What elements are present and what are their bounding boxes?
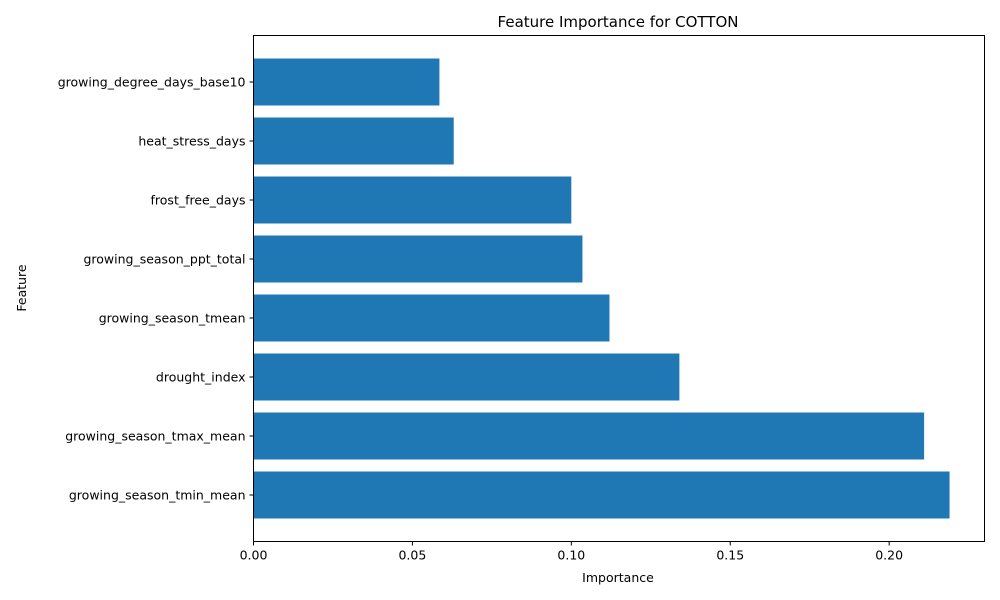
y-tick-label-growing-season-tmean: growing_season_tmean	[99, 311, 246, 326]
y-tick-label-growing-degree-days-base10: growing_degree_days_base10	[58, 75, 246, 90]
y-tick-label-growing-season-tmin-mean: growing_season_tmin_mean	[69, 488, 246, 503]
bars-group	[253, 58, 950, 519]
bar-frost-free-days	[253, 176, 572, 224]
bar-growing-season-ppt-total	[253, 235, 583, 283]
x-tick-label-3: 0.15	[716, 548, 744, 563]
y-tick-label-drought-index: drought_index	[156, 370, 246, 385]
y-tick-label-growing-season-ppt-total: growing_season_ppt_total	[83, 252, 245, 267]
chart-title: Feature Importance for COTTON	[498, 13, 739, 31]
y-tick-label-heat-stress-days: heat_stress_days	[138, 134, 245, 149]
x-axis-label: Importance	[582, 570, 654, 585]
y-tick-label-frost-free-days: frost_free_days	[151, 193, 246, 208]
bar-growing-season-tmin-mean	[253, 471, 950, 519]
y-axis-label: Feature	[14, 264, 29, 312]
x-tick-label-1: 0.05	[398, 548, 426, 563]
x-axis-ticks: 0.00 0.05 0.10 0.15 0.20	[240, 541, 903, 563]
x-tick-label-2: 0.10	[557, 548, 585, 563]
bar-drought-index	[253, 353, 680, 401]
bar-growing-season-tmax-mean	[253, 412, 925, 460]
x-tick-label-4: 0.20	[875, 548, 903, 563]
y-tick-label-growing-season-tmax-mean: growing_season_tmax_mean	[65, 429, 245, 444]
plot-frame	[253, 35, 985, 542]
x-tick-label-0: 0.00	[240, 548, 268, 563]
y-axis-ticks: growing_season_tmin_mean growing_season_t…	[58, 75, 254, 503]
bar-growing-season-tmean	[253, 294, 610, 342]
bar-heat-stress-days	[253, 117, 454, 165]
bar-growing-degree-days-base10	[253, 58, 440, 106]
